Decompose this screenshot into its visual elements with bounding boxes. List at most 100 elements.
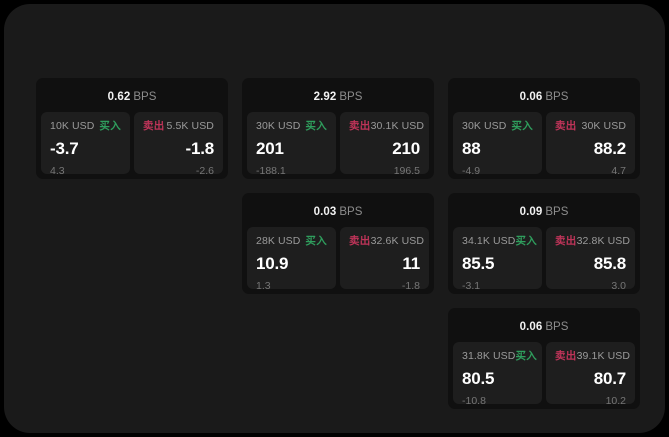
buy-notional: 10K USD xyxy=(50,120,95,132)
sell-notional: 5.5K USD xyxy=(166,120,214,132)
buy-side-tag: 买入 xyxy=(99,120,121,132)
buy-panel-header: 10K USD 买入 xyxy=(50,121,121,132)
spread-column-2: 2.92 BPS 30K USD 买入 201 -188.1 卖出 30.1K USD 210 1… xyxy=(242,78,434,308)
sell-side-tag: 卖出 xyxy=(143,120,165,132)
buy-panel[interactable]: 28K USD 买入 10.9 1.3 xyxy=(247,227,336,292)
buy-panel-header: 28K USD 买入 xyxy=(256,236,327,247)
buy-price: 201 xyxy=(256,138,284,158)
sell-panel-header: 卖出 32.6K USD xyxy=(349,235,424,247)
spread-card[interactable]: 0.06 BPS 31.8K USD 买入 80.5 -10.8 卖出 39.1K USD 80… xyxy=(448,308,640,409)
bps-value: 0.09 xyxy=(519,206,543,218)
sell-notional: 30K USD xyxy=(581,120,626,132)
app-root: 0.62 BPS 10K USD 买入 -3.7 4.3 卖出 5.5K USD -1.8 -2.… xyxy=(4,4,665,433)
buy-panel-header: 30K USD 买入 xyxy=(462,121,533,132)
buy-price: -3.7 xyxy=(50,138,79,158)
sell-price: 85.8 xyxy=(593,253,626,273)
buy-side-tag: 买入 xyxy=(515,235,538,247)
sell-side-tag: 卖出 xyxy=(555,120,577,132)
buy-notional: 30K USD xyxy=(462,120,507,132)
buy-notional: 34.1K USD xyxy=(462,235,516,247)
buy-delta: -10.8 xyxy=(462,394,486,407)
buy-side-tag: 买入 xyxy=(305,120,327,132)
spread-card[interactable]: 0.62 BPS 10K USD 买入 -3.7 4.3 卖出 5.5K USD -1.8 -2.… xyxy=(36,78,228,179)
sell-panel[interactable]: 卖出 32.8K USD 85.8 3.0 xyxy=(546,227,635,292)
bps-unit-label: BPS xyxy=(339,206,363,218)
sell-panel-header: 卖出 32.8K USD xyxy=(555,235,630,247)
buy-panel[interactable]: 30K USD 买入 201 -188.1 xyxy=(247,112,336,176)
spread-column-1: 0.62 BPS 10K USD 买入 -3.7 4.3 卖出 5.5K USD -1.8 -2.… xyxy=(36,78,228,193)
buy-panel-header: 30K USD 买入 xyxy=(256,121,327,132)
card-body: 31.8K USD 买入 80.5 -10.8 卖出 39.1K USD 80.7 10.2 xyxy=(453,342,635,407)
bps-value: 0.06 xyxy=(519,91,543,103)
card-bps-header: 0.06 BPS xyxy=(453,83,635,112)
bps-value: 0.06 xyxy=(519,321,543,333)
sell-panel[interactable]: 卖出 30.1K USD 210 196.5 xyxy=(340,112,429,177)
spread-card[interactable]: 0.03 BPS 28K USD 买入 10.9 1.3 卖出 32.6K USD 11 -1.8 xyxy=(242,193,434,294)
buy-panel[interactable]: 10K USD 买入 -3.7 4.3 xyxy=(41,112,130,177)
card-body: 30K USD 买入 88 -4.9 卖出 30K USD 88.2 4.7 xyxy=(453,112,635,177)
sell-delta: -2.6 xyxy=(195,164,214,177)
buy-side-tag: 买入 xyxy=(511,120,533,132)
sell-panel-header: 卖出 5.5K USD xyxy=(143,121,214,132)
sell-panel-header: 卖出 30K USD xyxy=(555,121,626,132)
sell-delta: 4.7 xyxy=(611,164,626,177)
card-bps-header: 0.09 BPS xyxy=(453,198,635,227)
buy-side-tag: 买入 xyxy=(515,350,538,362)
buy-panel[interactable]: 34.1K USD 买入 85.5 -3.1 xyxy=(453,227,542,291)
sell-panel[interactable]: 卖出 32.6K USD 11 -1.8 xyxy=(340,227,429,291)
card-bps-header: 0.03 BPS xyxy=(247,198,429,227)
card-body: 28K USD 买入 10.9 1.3 卖出 32.6K USD 11 -1.8 xyxy=(247,227,429,292)
spread-column-3: 0.06 BPS 30K USD 买入 88 -4.9 卖出 30K USD 88.2 4.7 0.… xyxy=(448,78,640,423)
sell-notional: 32.6K USD xyxy=(370,235,425,247)
sell-side-tag: 卖出 xyxy=(349,120,371,132)
sell-notional: 32.8K USD xyxy=(576,235,631,247)
sell-panel-header: 卖出 30.1K USD xyxy=(349,120,424,132)
bps-value: 2.92 xyxy=(313,91,337,103)
buy-delta: -4.9 xyxy=(462,164,481,177)
sell-price: 80.7 xyxy=(593,368,626,388)
card-body: 10K USD 买入 -3.7 4.3 卖出 5.5K USD -1.8 -2.6 xyxy=(41,112,223,177)
bps-unit-label: BPS xyxy=(545,321,569,333)
buy-price: 85.5 xyxy=(462,253,495,273)
spread-card[interactable]: 0.09 BPS 34.1K USD 买入 85.5 -3.1 卖出 32.8K USD 85.… xyxy=(448,193,640,294)
sell-panel-header: 卖出 39.1K USD xyxy=(555,350,630,362)
bps-unit-label: BPS xyxy=(133,91,157,103)
sell-price: 88.2 xyxy=(593,138,626,158)
card-body: 34.1K USD 买入 85.5 -3.1 卖出 32.8K USD 85.8 3.0 xyxy=(453,227,635,292)
buy-notional: 30K USD xyxy=(256,120,301,132)
bps-unit-label: BPS xyxy=(339,91,363,103)
spread-card[interactable]: 0.06 BPS 30K USD 买入 88 -4.9 卖出 30K USD 88.2 4.7 xyxy=(448,78,640,179)
bps-unit-label: BPS xyxy=(545,206,569,218)
buy-delta: 1.3 xyxy=(256,279,271,292)
spread-board: 0.62 BPS 10K USD 买入 -3.7 4.3 卖出 5.5K USD -1.8 -2.… xyxy=(4,4,665,433)
sell-side-tag: 卖出 xyxy=(555,235,577,247)
card-bps-header: 2.92 BPS xyxy=(247,83,429,112)
sell-notional: 39.1K USD xyxy=(576,350,631,362)
buy-notional: 31.8K USD xyxy=(462,350,516,362)
sell-panel[interactable]: 卖出 5.5K USD -1.8 -2.6 xyxy=(134,112,223,177)
buy-panel[interactable]: 30K USD 买入 88 -4.9 xyxy=(453,112,542,177)
buy-notional: 28K USD xyxy=(256,235,301,247)
spread-card[interactable]: 2.92 BPS 30K USD 买入 201 -188.1 卖出 30.1K USD 210 1… xyxy=(242,78,434,179)
bps-value: 0.62 xyxy=(107,91,131,103)
sell-side-tag: 卖出 xyxy=(349,235,371,247)
bps-value: 0.03 xyxy=(313,206,337,218)
sell-delta: 10.2 xyxy=(605,394,626,407)
sell-price: 210 xyxy=(392,138,420,158)
buy-panel-header: 34.1K USD 买入 xyxy=(462,235,537,247)
bps-unit-label: BPS xyxy=(545,91,569,103)
sell-delta: 196.5 xyxy=(393,164,420,177)
buy-price: 10.9 xyxy=(256,253,289,273)
buy-panel[interactable]: 31.8K USD 买入 80.5 -10.8 xyxy=(453,342,542,407)
sell-panel[interactable]: 卖出 30K USD 88.2 4.7 xyxy=(546,112,635,177)
sell-panel[interactable]: 卖出 39.1K USD 80.7 10.2 xyxy=(546,342,635,407)
buy-delta: 4.3 xyxy=(50,164,65,177)
card-body: 30K USD 买入 201 -188.1 卖出 30.1K USD 210 196.5 xyxy=(247,112,429,177)
buy-price: 88 xyxy=(462,138,481,158)
sell-side-tag: 卖出 xyxy=(555,350,577,362)
card-bps-header: 0.06 BPS xyxy=(453,313,635,342)
buy-price: 80.5 xyxy=(462,368,495,388)
sell-price: 11 xyxy=(402,253,420,273)
sell-delta: 3.0 xyxy=(611,279,626,292)
card-bps-header: 0.62 BPS xyxy=(41,83,223,112)
